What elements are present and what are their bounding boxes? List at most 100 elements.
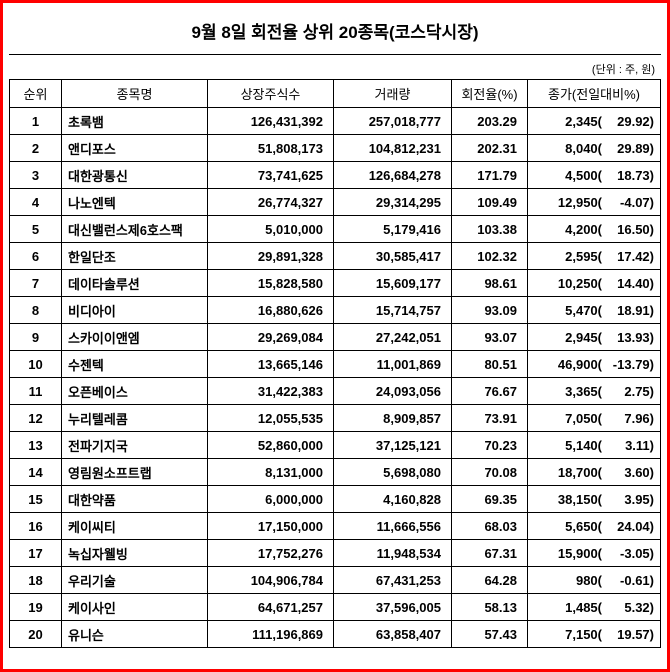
rank-cell: 20 [9,620,62,648]
close-price: 46,900( [557,356,602,372]
change-percent: 13.93) [617,329,654,345]
close-price: 8,040( [565,140,602,156]
volume-cell: 15,714,757 [333,296,452,324]
turnover-cell: 93.07 [451,323,528,351]
table-row: 4 나노엔텍 26,774,327 29,314,295 109.49 12,950(-4… [9,188,661,216]
stock-name-cell: 누리텔레콤 [61,404,208,432]
stock-name-cell: 앤디포스 [61,134,208,162]
close-price: 7,050( [565,410,602,426]
change-percent: 16.50) [617,221,654,237]
change-percent: 29.89) [617,140,654,156]
table-row: 11 오픈베이스 31,422,383 24,093,056 76.67 3,365(2.… [9,377,661,405]
table-row: 1 초록뱀 126,431,392 257,018,777 203.29 2,345(29… [9,107,661,135]
close-price: 15,900( [557,545,602,561]
turnover-cell: 67.31 [451,539,528,567]
table-row: 14 영림원소프트랩 8,131,000 5,698,080 70.08 18,700(3… [9,458,661,486]
stock-name-cell: 케이사인 [61,593,208,621]
change-percent: 18.73) [617,167,654,183]
stock-name-cell: 영림원소프트랩 [61,458,208,486]
header-close-price: 종가(전일대비%) [527,79,661,108]
rank-cell: 16 [9,512,62,540]
stock-name-cell: 대한광통신 [61,161,208,189]
table-body: 1 초록뱀 126,431,392 257,018,777 203.29 2,345(29… [9,107,661,648]
close-price-cell: 5,470( 18.91) [527,296,661,324]
rank-cell: 18 [9,566,62,594]
close-price-cell: 2,945(13.93) [527,323,661,351]
close-price: 38,150( [557,491,602,507]
change-percent: 3.11) [625,437,654,453]
listed-shares-cell: 26,774,327 [207,188,334,216]
close-price: 5,470( [565,302,602,318]
close-price-cell: 18,700(3.60) [527,458,661,486]
turnover-cell: 70.23 [451,431,528,459]
rank-cell: 2 [9,134,62,162]
stock-name-cell: 수젠텍 [61,350,208,378]
close-price: 980( [575,572,602,588]
stock-name-cell: 초록뱀 [61,107,208,135]
turnover-cell: 73.91 [451,404,528,432]
table-row: 5 대신밸런스제6호스팩 5,010,000 5,179,416 103.38 4,200… [9,215,661,243]
volume-cell: 11,001,869 [333,350,452,378]
stock-name-cell: 스카이이앤엠 [61,323,208,351]
listed-shares-cell: 13,665,146 [207,350,334,378]
close-price: 4,500( [565,167,602,183]
table-row: 10 수젠텍 13,665,146 11,001,869 80.51 46,900(-13… [9,350,661,378]
change-percent: 29.92) [617,113,654,129]
volume-cell: 5,179,416 [333,215,452,243]
turnover-cell: 103.38 [451,215,528,243]
close-price-cell: 38,150(3.95) [527,485,661,513]
close-price-cell: 15,900( -3.05) [527,539,661,567]
volume-cell: 63,858,407 [333,620,452,648]
volume-cell: 8,909,857 [333,404,452,432]
volume-cell: 29,314,295 [333,188,452,216]
volume-cell: 11,948,534 [333,539,452,567]
change-percent: 7.96) [624,410,654,426]
turnover-cell: 80.51 [451,350,528,378]
close-price-cell: 46,900( -13.79) [527,350,661,378]
close-price: 4,200( [565,221,602,237]
rank-cell: 11 [9,377,62,405]
stock-name-cell: 유니슨 [61,620,208,648]
close-price-cell: 7,050( 7.96) [527,404,661,432]
listed-shares-cell: 73,741,625 [207,161,334,189]
volume-cell: 126,684,278 [333,161,452,189]
close-price: 1,485( [565,599,602,615]
volume-cell: 37,596,005 [333,593,452,621]
close-price: 12,950( [557,194,602,210]
stock-name-cell: 한일단조 [61,242,208,270]
listed-shares-cell: 17,150,000 [207,512,334,540]
table-row: 15 대한약품 6,000,000 4,160,828 69.35 38,150(3.95… [9,485,661,513]
turnover-cell: 57.43 [451,620,528,648]
volume-cell: 104,812,231 [333,134,452,162]
header-rank: 순위 [9,79,62,108]
listed-shares-cell: 31,422,383 [207,377,334,405]
close-price-cell: 2,345(29.92) [527,107,661,135]
stock-name-cell: 녹십자웰빙 [61,539,208,567]
close-price-cell: 12,950( -4.07) [527,188,661,216]
volume-cell: 24,093,056 [333,377,452,405]
turnover-table: 순위 종목명 상장주식수 거래량 회전율(%) 종가(전일대비%) 1 초록뱀 12… [9,79,661,648]
table-row: 7 데이타솔루션 15,828,580 15,609,177 98.61 10,250(1… [9,269,661,297]
close-price-cell: 3,365(2.75) [527,377,661,405]
change-percent: -4.07) [620,194,654,210]
close-price-cell: 2,595(17.42) [527,242,661,270]
header-volume: 거래량 [333,79,452,108]
table-row: 8 비디아이 16,880,626 15,714,757 93.09 5,470(18.9… [9,296,661,324]
volume-cell: 30,585,417 [333,242,452,270]
close-price-cell: 7,150(19.57) [527,620,661,648]
change-percent: -3.05) [620,545,654,561]
close-price-cell: 5,140(3.11) [527,431,661,459]
change-percent: -13.79) [612,356,654,372]
listed-shares-cell: 104,906,784 [207,566,334,594]
close-price-cell: 1,485( 5.32) [527,593,661,621]
turnover-cell: 202.31 [451,134,528,162]
change-percent: 18.91) [617,302,654,318]
table-header-row: 순위 종목명 상장주식수 거래량 회전율(%) 종가(전일대비%) [9,79,661,108]
change-percent: 2.75) [624,383,654,399]
close-price-cell: 8,040( 29.89) [527,134,661,162]
header-listed-shares: 상장주식수 [207,79,334,108]
change-percent: 5.32) [624,599,654,615]
rank-cell: 15 [9,485,62,513]
turnover-cell: 102.32 [451,242,528,270]
stock-name-cell: 오픈베이스 [61,377,208,405]
